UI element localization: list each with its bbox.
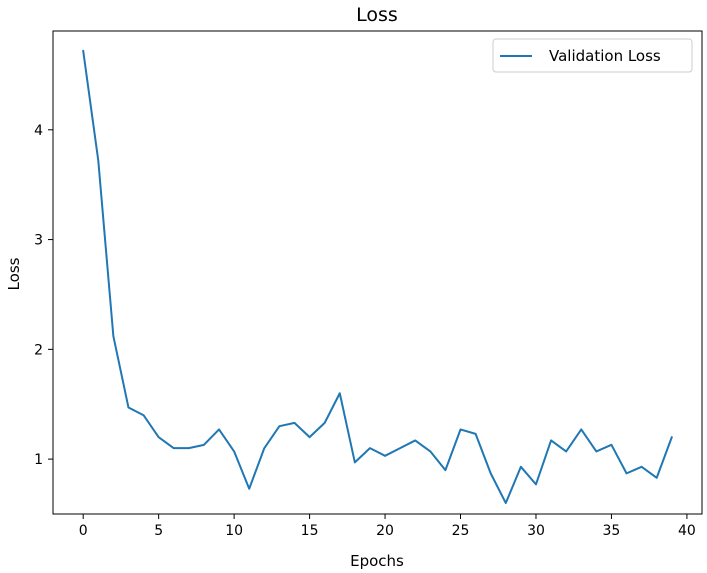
legend-label-validation-loss: Validation Loss	[549, 47, 661, 65]
series-layer	[82, 49, 673, 505]
x-axis-label: Epochs	[350, 552, 404, 570]
y-tick-label: 3	[34, 233, 43, 249]
y-axis-label: Loss	[5, 257, 23, 290]
series-line-validation-loss	[82, 49, 673, 505]
x-tick-label: 20	[376, 523, 394, 539]
plot-area: 0 5 10 15 20 25 30 35 40 1 2 3 4	[34, 30, 703, 539]
chart-title: Loss	[356, 4, 398, 26]
x-axis-ticks: 0 5 10 15 20 25 30 35 40	[79, 514, 696, 539]
x-tick-label: 10	[225, 523, 243, 539]
y-tick-label: 1	[34, 452, 43, 468]
x-tick-label: 5	[154, 523, 163, 539]
x-tick-label: 40	[678, 523, 696, 539]
y-tick-label: 2	[34, 342, 43, 358]
x-tick-label: 25	[452, 523, 470, 539]
y-axis-ticks: 1 2 3 4	[34, 123, 53, 468]
x-tick-label: 30	[527, 523, 545, 539]
x-tick-label: 0	[79, 523, 88, 539]
x-tick-label: 35	[603, 523, 621, 539]
legend: Validation Loss	[492, 38, 693, 73]
x-tick-label: 15	[301, 523, 319, 539]
axes-frame	[52, 30, 703, 515]
y-tick-label: 4	[34, 123, 43, 139]
legend-frame	[492, 38, 693, 73]
